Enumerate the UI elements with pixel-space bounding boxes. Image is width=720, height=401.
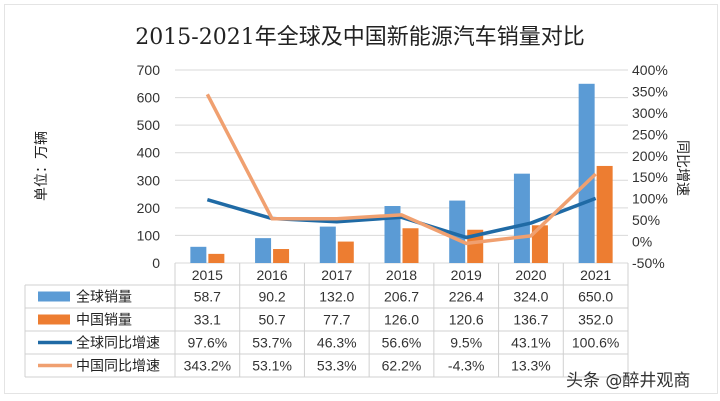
- bar-global: [319, 226, 336, 263]
- legend-label: 中国销量: [76, 313, 132, 329]
- x-tick-label: 2020: [515, 267, 546, 283]
- table-cell: 9.5%: [450, 335, 482, 351]
- y2-tick-label: 50%: [632, 212, 660, 228]
- table-cell: 226.4: [449, 289, 484, 305]
- y-tick-label: 300: [137, 172, 161, 188]
- x-tick-label: 2017: [321, 267, 352, 283]
- bar-china: [596, 165, 613, 263]
- table-cell: 650.0: [578, 289, 613, 305]
- bar-global: [449, 200, 466, 263]
- table-cell: 62.2%: [382, 358, 422, 374]
- table-cell: 343.2%: [184, 358, 231, 374]
- bar-china: [402, 228, 419, 263]
- y2-tick-label: 200%: [632, 148, 668, 164]
- bar-china: [337, 241, 354, 263]
- legend-label: 全球同比增速: [76, 335, 160, 352]
- legend-label: 全球销量: [76, 289, 132, 306]
- table-cell: 56.6%: [382, 335, 422, 351]
- table-cell: 100.6%: [572, 335, 619, 351]
- y2-tick-label: 0%: [632, 234, 652, 250]
- y-axis-label: 单位：万辆: [34, 131, 50, 201]
- table-cell: 120.6: [449, 312, 484, 328]
- table-cell: 43.1%: [511, 335, 551, 351]
- bar-global: [190, 246, 207, 263]
- table-cell: 53.7%: [252, 335, 292, 351]
- legend-label: 中国同比增速: [76, 359, 160, 375]
- table-cell: 324.0: [513, 289, 548, 305]
- table-cell: 90.2: [258, 289, 285, 305]
- y-tick-label: 100: [137, 227, 161, 243]
- x-tick-label: 2021: [580, 267, 611, 283]
- y2-tick-label: 100%: [632, 191, 668, 207]
- bar-china: [531, 225, 548, 263]
- table-cell: 132.0: [319, 289, 354, 305]
- table-cell: 50.7: [258, 312, 285, 328]
- bar-global: [384, 206, 401, 263]
- y-tick-label: 400: [137, 145, 161, 161]
- bar-china: [273, 249, 290, 263]
- table-cell: -4.3%: [448, 358, 485, 374]
- table-cell: 58.7: [194, 289, 221, 305]
- bar-global: [578, 83, 595, 264]
- table-cell: 46.3%: [317, 335, 357, 351]
- table-cell: 352.0: [578, 312, 613, 328]
- watermark: 头条 @醉井观商: [566, 371, 690, 391]
- y-tick-label: 700: [137, 62, 161, 78]
- table-cell: 97.6%: [188, 335, 228, 351]
- y2-tick-label: 250%: [632, 126, 668, 142]
- y-tick-label: 500: [137, 117, 161, 133]
- table-cell: 77.7: [323, 312, 350, 328]
- table-cell: 13.3%: [511, 358, 551, 374]
- chart-title: 2015-2021年全球及中国新能源汽车销量对比: [135, 25, 584, 50]
- x-tick-label: 2018: [386, 267, 417, 283]
- table-cell: 206.7: [384, 289, 419, 305]
- table-cell: 33.1: [194, 312, 221, 328]
- table-cell: 126.0: [384, 312, 419, 328]
- legend-swatch: [38, 314, 70, 325]
- y-tick-label: 200: [137, 200, 161, 216]
- bar-china: [208, 253, 225, 263]
- y2-tick-label: 350%: [632, 83, 668, 99]
- y2-tick-label: 300%: [632, 105, 668, 121]
- x-tick-label: 2019: [451, 267, 482, 283]
- table-cell: 53.1%: [252, 358, 292, 374]
- line-china-growth: [205, 93, 597, 246]
- y2-tick-label: 400%: [632, 62, 668, 78]
- table-cell: 136.7: [513, 312, 548, 328]
- y2-axis-label: 同比增速: [674, 140, 690, 196]
- bar-global: [255, 238, 272, 263]
- y-tick-label: 600: [137, 90, 161, 106]
- y-tick-label: 0: [152, 255, 160, 271]
- y2-tick-label: 150%: [632, 169, 668, 185]
- legend-swatch: [38, 291, 70, 302]
- x-tick-label: 2015: [192, 267, 223, 283]
- bar-global: [513, 173, 530, 263]
- table-cell: 53.3%: [317, 358, 357, 374]
- chart-frame: [4, 4, 718, 394]
- x-tick-label: 2016: [256, 267, 287, 283]
- y2-tick-label: -50%: [632, 255, 665, 271]
